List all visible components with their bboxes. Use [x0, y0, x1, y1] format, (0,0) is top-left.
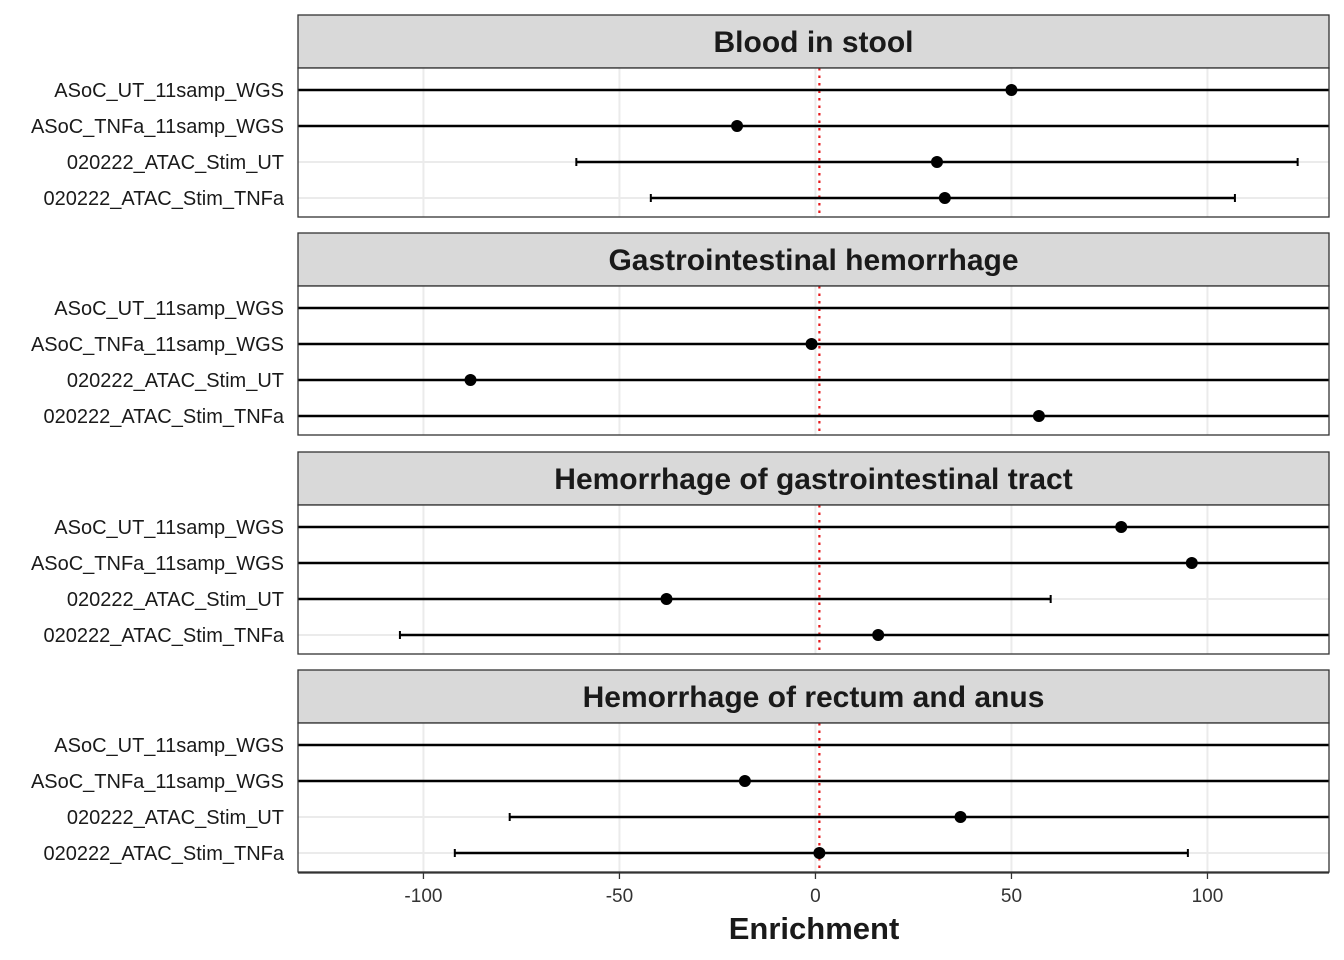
- x-tick-label: -50: [606, 886, 633, 907]
- data-point: [872, 629, 885, 641]
- data-point: [1185, 557, 1198, 569]
- facet-panel: Blood in stool ASoC_UT_11samp_WGS ASoC_TNF…: [31, 14, 1330, 218]
- data-point: [938, 192, 951, 204]
- panel-border: [297, 285, 1330, 436]
- facet-strip-title: Blood in stool: [714, 26, 914, 59]
- facet-panels: Blood in stool ASoC_UT_11samp_WGS ASoC_TNF…: [31, 14, 1330, 873]
- data-point: [805, 338, 818, 350]
- facet-strip: [297, 451, 1330, 506]
- data-point: [731, 120, 744, 132]
- x-tick-label: 100: [1192, 886, 1224, 907]
- category-label: 020222_ATAC_Stim_UT: [67, 807, 284, 829]
- facet-panel: Hemorrhage of gastrointestinal tract ASoC…: [31, 451, 1330, 655]
- category-label: ASoC_TNFa_11samp_WGS: [31, 116, 284, 138]
- category-label: 020222_ATAC_Stim_UT: [67, 152, 284, 174]
- x-tick-label: 50: [1001, 886, 1022, 907]
- category-label: 020222_ATAC_Stim_TNFa: [44, 406, 285, 428]
- panel-border: [297, 67, 1330, 218]
- x-axis-title: Enrichment: [729, 911, 900, 946]
- data-point: [738, 775, 751, 787]
- panel-border: [297, 722, 1330, 873]
- data-point: [813, 847, 826, 859]
- data-point: [930, 156, 943, 168]
- data-point: [954, 811, 967, 823]
- category-label: ASoC_TNFa_11samp_WGS: [31, 553, 284, 575]
- category-label: ASoC_UT_11samp_WGS: [54, 298, 284, 320]
- category-label: 020222_ATAC_Stim_TNFa: [44, 843, 285, 865]
- data-point: [1115, 521, 1128, 533]
- data-point: [660, 593, 673, 605]
- category-label: ASoC_UT_11samp_WGS: [54, 80, 284, 102]
- facet-strip-title: Hemorrhage of rectum and anus: [583, 681, 1045, 714]
- data-point: [464, 374, 477, 386]
- facet-strip: [297, 669, 1330, 724]
- panel-background: [298, 723, 1329, 872]
- facet-strip-title: Hemorrhage of gastrointestinal tract: [554, 463, 1072, 496]
- facet-panel: Gastrointestinal hemorrhage ASoC_UT_11sam…: [31, 232, 1330, 436]
- x-tick-label: 0: [810, 886, 821, 907]
- facet-strip: [297, 14, 1330, 69]
- x-axis: -100 -50 0 50 100: [298, 872, 1329, 907]
- category-label: ASoC_TNFa_11samp_WGS: [31, 334, 284, 356]
- panel-background: [298, 68, 1329, 217]
- data-point: [1005, 84, 1018, 96]
- category-label: ASoC_UT_11samp_WGS: [54, 517, 284, 539]
- panel-border: [297, 504, 1330, 655]
- category-label: ASoC_UT_11samp_WGS: [54, 735, 284, 757]
- category-label: 020222_ATAC_Stim_TNFa: [44, 188, 285, 210]
- category-label: ASoC_TNFa_11samp_WGS: [31, 771, 284, 793]
- facet-strip-title: Gastrointestinal hemorrhage: [608, 244, 1018, 277]
- panel-background: [298, 286, 1329, 435]
- panel-background: [298, 505, 1329, 654]
- category-label: 020222_ATAC_Stim_TNFa: [44, 625, 285, 647]
- category-label: 020222_ATAC_Stim_UT: [67, 589, 284, 611]
- category-label: 020222_ATAC_Stim_UT: [67, 370, 284, 392]
- data-point: [1032, 410, 1045, 422]
- facet-panel: Hemorrhage of rectum and anus ASoC_UT_11s…: [31, 669, 1330, 873]
- x-tick-label: -100: [404, 886, 442, 907]
